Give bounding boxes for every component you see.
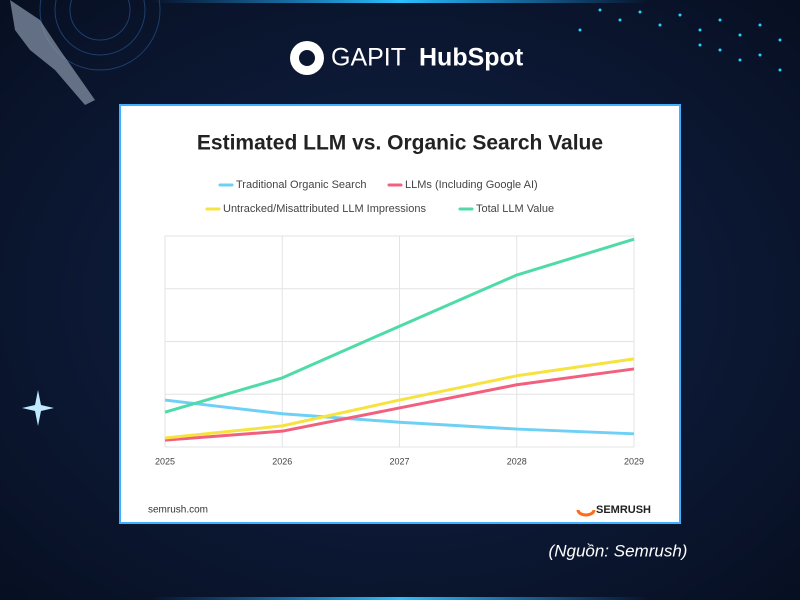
legend-label: LLMs (Including Google AI): [405, 179, 538, 191]
caption: (Nguồn: Semrush): [549, 541, 688, 560]
legend-label: Untracked/Misattributed LLM Impressions: [223, 203, 426, 215]
series-line: [164, 367, 635, 442]
logo-hubspot: HubSpot: [419, 44, 524, 72]
chart-title: Estimated LLM vs. Organic Search Value: [197, 132, 603, 155]
x-tick-label: 2028: [507, 456, 527, 466]
series-line: [164, 357, 635, 440]
x-tick-label: 2026: [272, 456, 292, 466]
decor-dots: [578, 8, 782, 72]
top-glow: [150, 0, 650, 3]
decor-circles: [39, 0, 161, 71]
legend-label: Total LLM Value: [476, 203, 554, 215]
x-tick-label: 2029: [624, 456, 644, 466]
series-line: [164, 237, 635, 414]
brand-text: SEMRUSH: [596, 504, 651, 516]
sparkle: [22, 390, 54, 426]
legend-label: Traditional Organic Search: [236, 179, 366, 191]
bottom-glow: [150, 597, 650, 600]
series-line: [164, 398, 635, 436]
x-tick-label: 2025: [155, 456, 175, 466]
logo-gapit: GAPIT: [331, 44, 406, 72]
source-text: semrush.com: [148, 505, 208, 516]
robot-hand: [10, 0, 95, 105]
semrush-icon: [576, 509, 596, 517]
x-tick-label: 2027: [389, 456, 409, 466]
gapit-logo-icon-inner: [299, 50, 315, 66]
